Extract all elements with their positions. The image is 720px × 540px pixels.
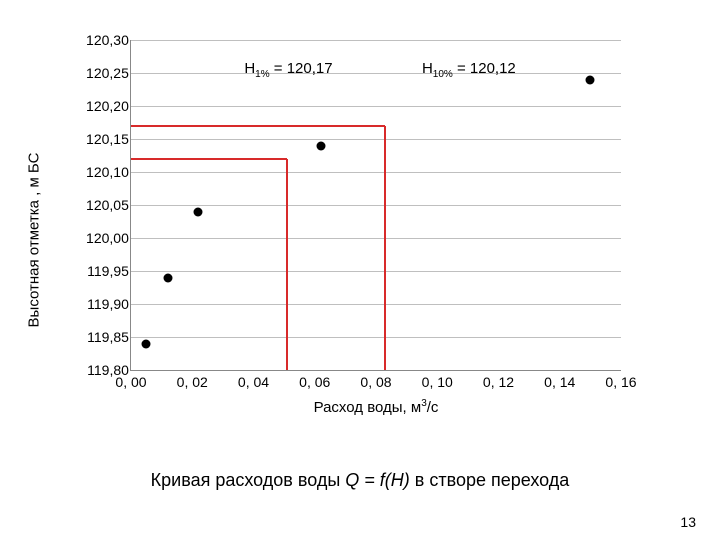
reference-line xyxy=(131,158,287,161)
gridline xyxy=(131,337,621,338)
reference-line xyxy=(131,125,385,128)
caption-post: в створе перехода xyxy=(410,470,570,490)
y-tick-label: 120,20 xyxy=(86,98,129,114)
x-tick-label: 0, 10 xyxy=(422,374,453,390)
y-tick-label: 119,85 xyxy=(87,329,129,345)
data-point xyxy=(586,75,595,84)
y-tick-label: 120,30 xyxy=(86,32,129,48)
reference-line xyxy=(384,126,387,370)
caption-italic: Q = f(H) xyxy=(345,470,410,490)
gridline xyxy=(131,304,621,305)
x-tick-label: 0, 02 xyxy=(177,374,208,390)
y-tick-label: 120,00 xyxy=(86,230,129,246)
x-axis-label: Расход воды, м3/с xyxy=(314,398,439,416)
gridline xyxy=(131,40,621,41)
y-tick-label: 119,95 xyxy=(87,263,129,279)
y-tick-label: 120,15 xyxy=(86,131,129,147)
y-tick-label: 120,25 xyxy=(86,65,129,81)
gridline xyxy=(131,73,621,74)
x-axis-label-prefix: Расход воды, м xyxy=(314,399,422,416)
page: Высотная отметка , м БС Расход воды, м3/… xyxy=(0,0,720,540)
gridline xyxy=(131,238,621,239)
x-tick-label: 0, 16 xyxy=(605,374,636,390)
gridline xyxy=(131,271,621,272)
y-axis-label: Высотная отметка , м БС xyxy=(26,153,43,328)
data-point xyxy=(194,207,203,216)
y-tick-label: 119,90 xyxy=(87,296,129,312)
y-tick-label: 120,05 xyxy=(86,197,129,213)
x-tick-label: 0, 12 xyxy=(483,374,514,390)
x-axis-label-suffix: /с xyxy=(427,399,439,416)
x-tick-label: 0, 00 xyxy=(115,374,146,390)
chart-container: Высотная отметка , м БС Расход воды, м3/… xyxy=(70,30,650,450)
chart-annotation: Н1% = 120,17 xyxy=(244,60,332,80)
chart-annotation: H10% = 120,12 xyxy=(422,60,516,80)
reference-line xyxy=(286,159,289,370)
figure-caption: Кривая расходов воды Q = f(H) в створе п… xyxy=(0,470,720,491)
data-point xyxy=(163,273,172,282)
plot-area: Расход воды, м3/с 119,80119,85119,90119,… xyxy=(130,40,621,371)
gridline xyxy=(131,172,621,173)
y-tick-label: 120,10 xyxy=(86,164,129,180)
gridline xyxy=(131,106,621,107)
page-number: 13 xyxy=(680,514,696,530)
x-tick-label: 0, 06 xyxy=(299,374,330,390)
x-tick-label: 0, 08 xyxy=(360,374,391,390)
caption-pre: Кривая расходов воды xyxy=(151,470,346,490)
data-point xyxy=(316,141,325,150)
x-tick-label: 0, 04 xyxy=(238,374,269,390)
gridline xyxy=(131,205,621,206)
data-point xyxy=(142,339,151,348)
x-tick-label: 0, 14 xyxy=(544,374,575,390)
gridline xyxy=(131,139,621,140)
